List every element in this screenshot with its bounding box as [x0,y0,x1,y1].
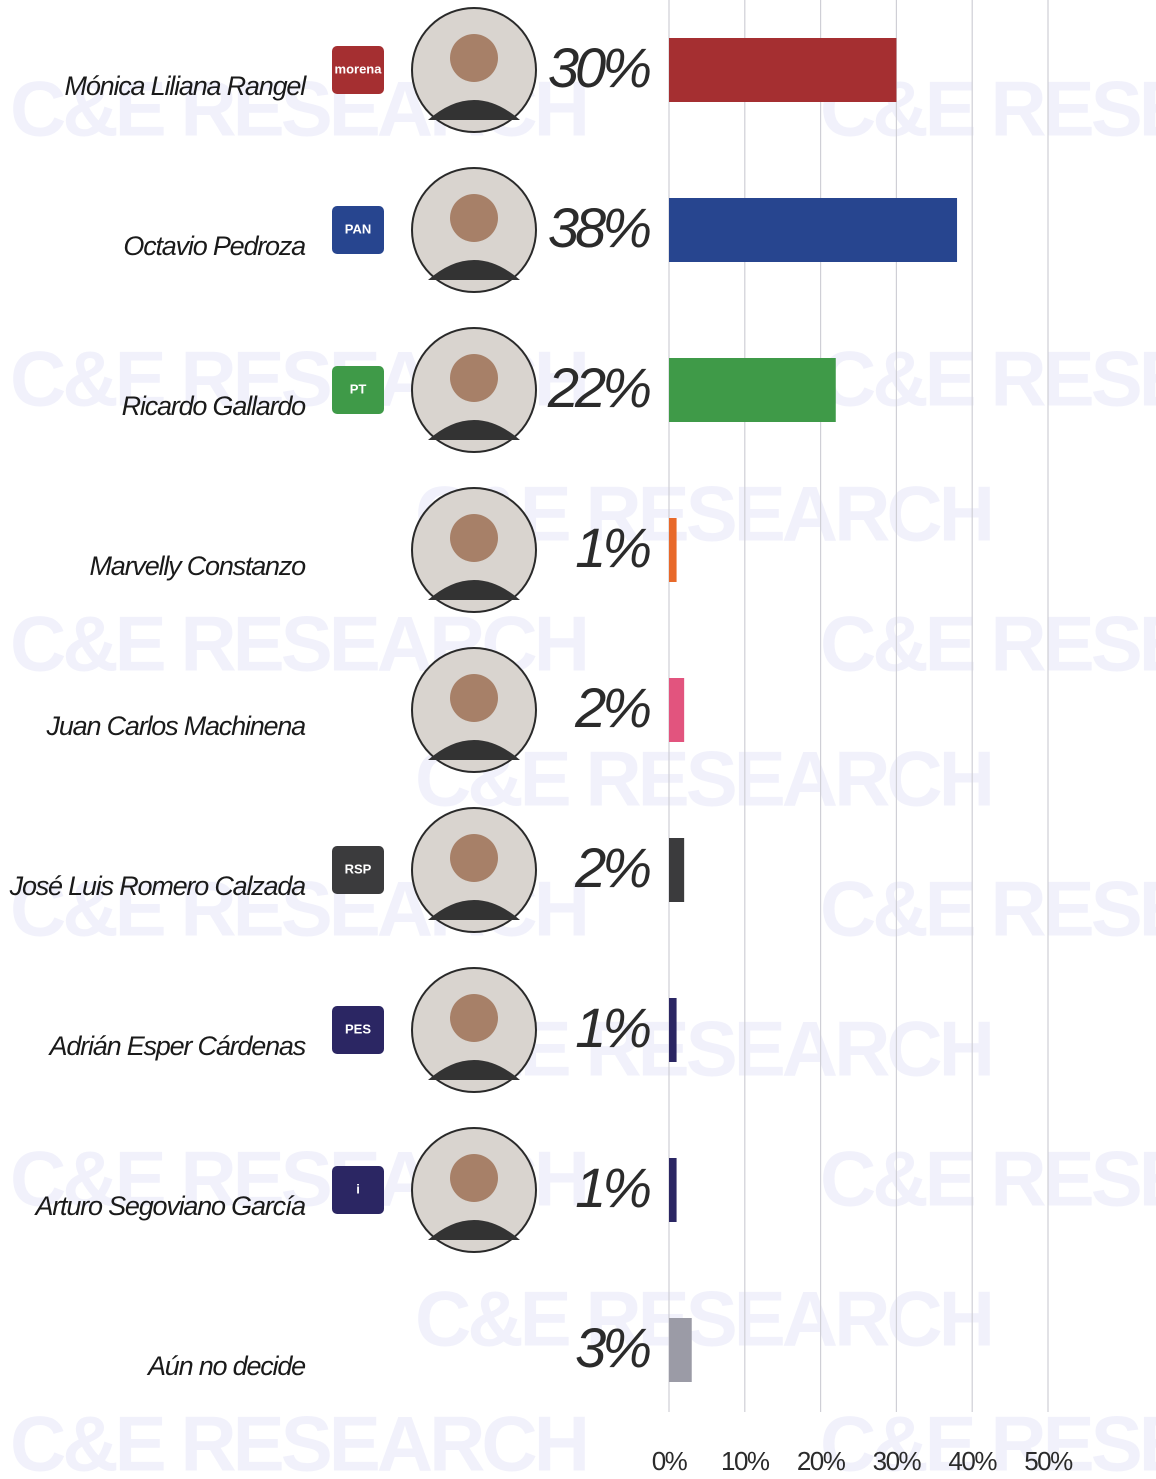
party-logo-label: PAN [345,221,371,236]
bar [669,518,677,582]
candidate-name: Mónica Liliana Rangel [65,71,308,101]
party-logo-label: i [356,1181,360,1196]
photo-head [450,514,498,562]
watermark: C&E RESEARCH [820,865,1156,953]
photo-head [450,354,498,402]
party-logo [332,1006,384,1054]
x-tick-label: 10% [721,1446,770,1476]
watermark: C&E RESEARCH [820,1135,1156,1223]
bar [669,678,685,742]
x-tick-label: 20% [797,1446,846,1476]
party-logo [332,846,384,894]
party-logo-label: PES [345,1021,371,1036]
candidate-name: Ricardo Gallardo [122,391,307,421]
party-logo-label: PT [350,381,367,396]
photo-body [428,100,520,120]
candidate-name: Octavio Pedroza [123,231,306,261]
photo-body [428,740,520,760]
value-label: 1% [575,516,650,579]
value-label: 1% [575,996,650,1059]
candidate-name: Juan Carlos Machinena [46,711,307,741]
photo-body [428,900,520,920]
photo-body [428,580,520,600]
candidate-name: Adrián Esper Cárdenas [48,1031,306,1061]
candidate-name: José Luis Romero Calzada [9,871,307,901]
party-logo [332,1166,384,1214]
party-logo [332,366,384,414]
photo-head [450,994,498,1042]
bar [669,838,685,902]
watermark: C&E RESEARCH [820,1400,1156,1479]
value-label: 2% [574,676,650,739]
candidate-name: Arturo Segoviano García [33,1191,306,1221]
party-logo [332,46,384,94]
bar [669,358,836,422]
value-label: 38% [548,196,650,259]
bar [669,1158,677,1222]
watermark: C&E RESEARCH [10,1400,586,1479]
party-logo [332,206,384,254]
party-logo-label: RSP [345,861,372,876]
party-logo-label: morena [335,61,383,76]
photo-body [428,260,520,280]
photo-body [428,1060,520,1080]
value-label: 1% [575,1156,650,1219]
photo-body [428,420,520,440]
candidate-name: Aún no decide [146,1351,306,1381]
watermark: C&E RESEARCH [820,335,1156,423]
photo-head [450,674,498,722]
bar [669,998,677,1062]
bar [669,1318,692,1382]
x-tick-label: 30% [873,1446,922,1476]
bar [669,38,897,102]
watermark: C&E RESEARCH [820,600,1156,688]
x-tick-label: 40% [948,1446,997,1476]
candidate-name: Marvelly Constanzo [90,551,307,581]
photo-head [450,1154,498,1202]
watermark: C&E RESEARCH [415,1275,991,1363]
value-label: 3% [575,1316,650,1379]
value-label: 2% [574,836,650,899]
value-label: 22% [547,356,650,419]
photo-body [428,1220,520,1240]
photo-head [450,34,498,82]
photo-head [450,834,498,882]
photo-head [450,194,498,242]
x-tick-label: 0% [652,1446,688,1476]
bar [669,198,958,262]
value-label: 30% [548,36,650,99]
x-tick-label: 50% [1024,1446,1073,1476]
